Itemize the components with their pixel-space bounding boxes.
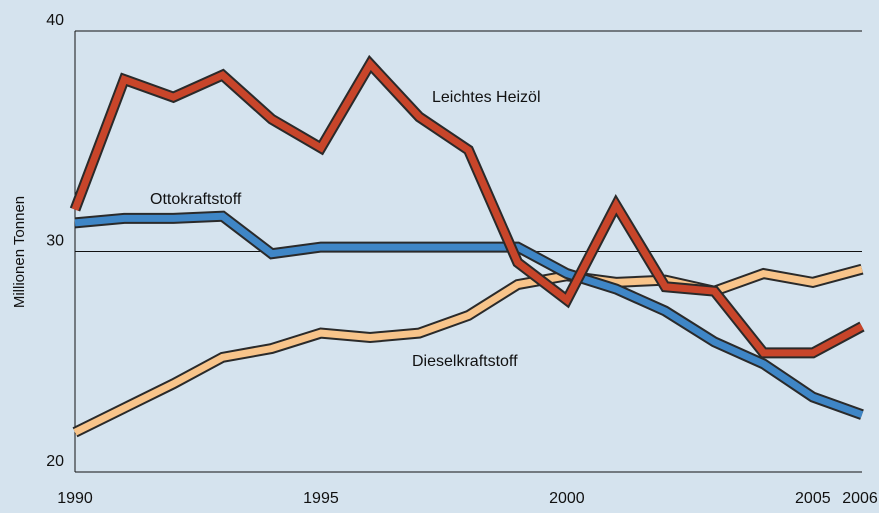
x-tick-label: 2000: [549, 490, 585, 507]
y-tick-label: 30: [46, 233, 64, 250]
x-tick-label: 2006: [842, 490, 878, 507]
y-axis-label: Millionen Tonnen: [11, 196, 28, 308]
line: [71, 58, 864, 357]
x-tick-label: 1995: [303, 490, 339, 507]
series-label: Ottokraftstoff: [150, 191, 242, 208]
x-tick-label: 2005: [795, 490, 831, 507]
y-tick-label: 20: [46, 453, 64, 470]
series-label: Dieselkraftstoff: [412, 353, 518, 370]
series-label: Leichtes Heizöl: [432, 89, 541, 106]
line: [73, 265, 863, 436]
y-tick-label: 40: [46, 12, 64, 29]
x-tick-label: 1990: [57, 490, 93, 507]
line: [74, 212, 864, 418]
